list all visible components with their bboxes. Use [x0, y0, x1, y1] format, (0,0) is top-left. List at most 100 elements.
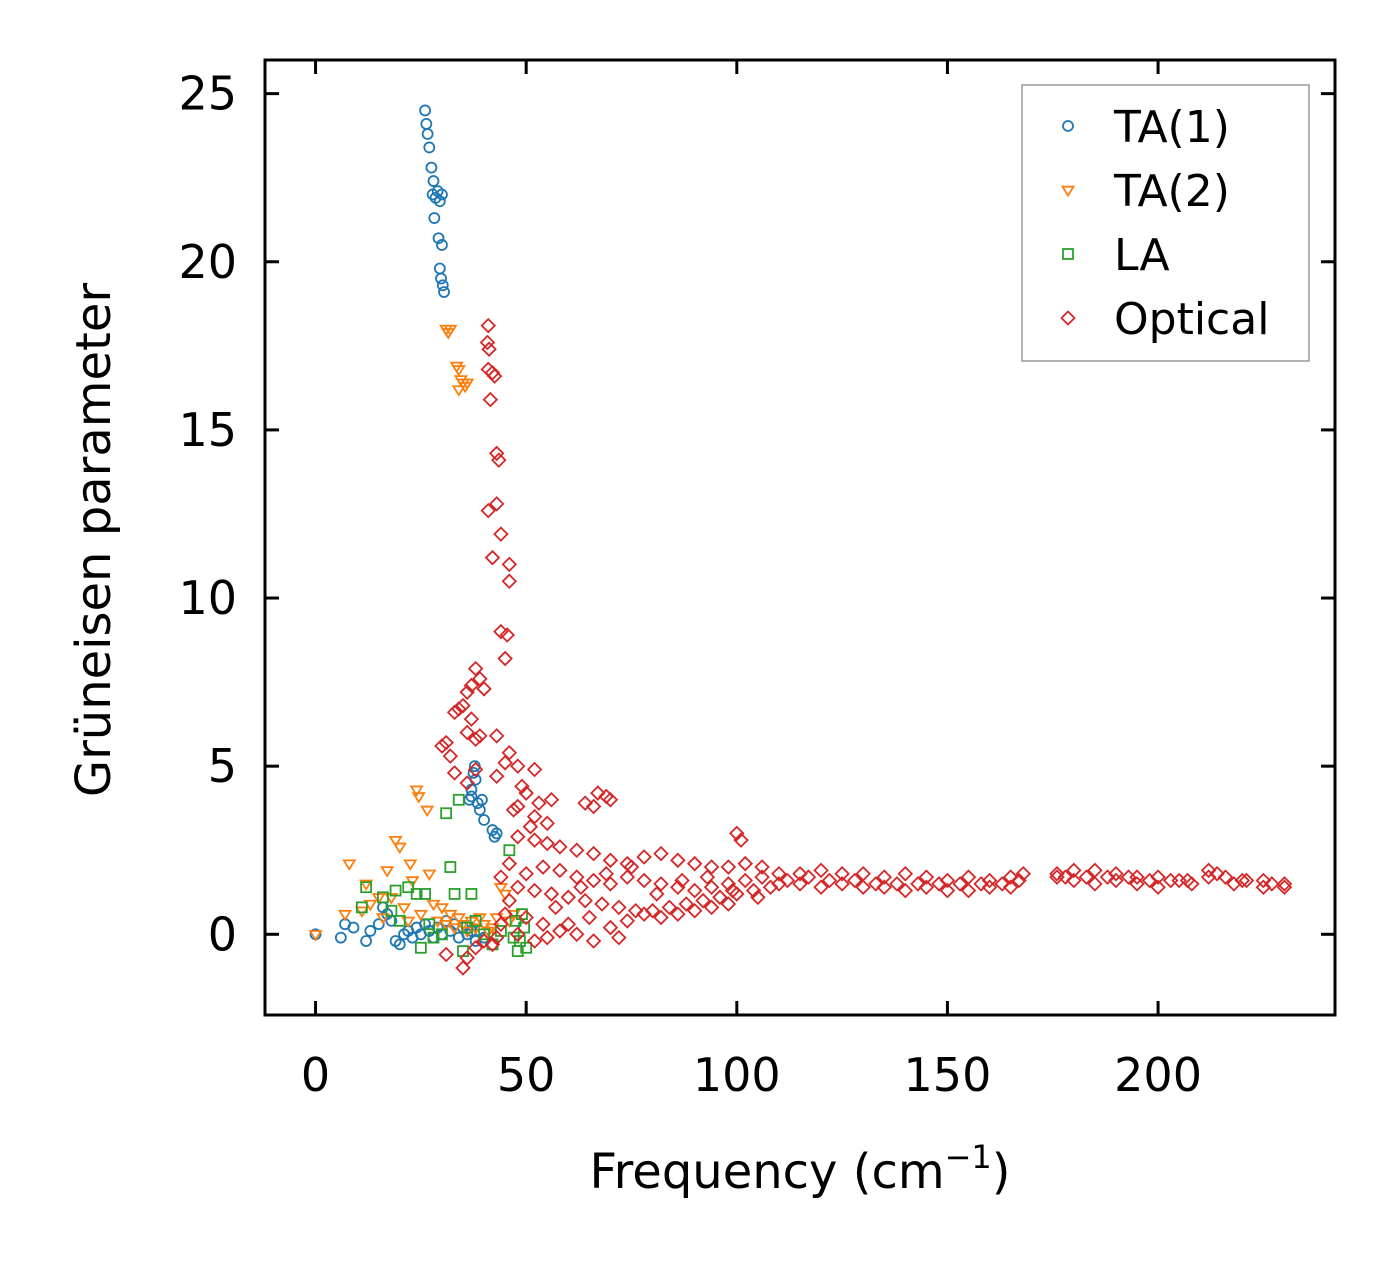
data-point — [459, 724, 475, 741]
data-point — [1179, 872, 1196, 889]
data-point — [451, 365, 466, 377]
data-point — [472, 913, 487, 925]
data-point — [436, 928, 448, 941]
data-point — [436, 279, 449, 292]
y-tick-label: 15 — [178, 403, 237, 457]
data-point — [448, 888, 461, 900]
data-point — [619, 869, 636, 885]
data-point — [552, 862, 568, 879]
data-point — [1015, 865, 1032, 882]
data-point — [590, 785, 606, 801]
data-point — [446, 704, 463, 721]
data-point — [388, 835, 403, 848]
data-point — [434, 738, 450, 754]
data-point — [619, 913, 636, 929]
data-point — [889, 876, 905, 892]
legend-marker — [1060, 310, 1076, 326]
data-point — [419, 104, 431, 117]
data-point — [334, 931, 347, 944]
data-point — [636, 872, 652, 889]
x-tick-labels: 0 50 100 150 200 — [301, 1048, 1202, 1102]
data-point — [469, 914, 482, 927]
data-point — [452, 793, 465, 806]
data-point — [514, 778, 530, 795]
legend-label: LA — [1114, 230, 1170, 281]
data-point — [372, 918, 385, 931]
x-axis-label-main: Frequency (cm — [589, 1144, 944, 1200]
data-point — [568, 926, 585, 943]
legend-label: Optical — [1114, 294, 1269, 345]
data-point — [480, 361, 497, 378]
data-point — [447, 923, 462, 935]
data-point — [720, 859, 737, 875]
data-point — [488, 496, 505, 512]
data-point — [876, 869, 893, 885]
data-point — [380, 866, 395, 878]
data-point — [1238, 872, 1255, 889]
data-point — [393, 914, 406, 927]
data-point — [476, 933, 492, 949]
data-point — [1129, 876, 1145, 892]
data-point — [497, 755, 513, 771]
data-point — [501, 573, 518, 589]
data-point — [897, 865, 914, 882]
legend-label: TA(2) — [1113, 166, 1230, 217]
data-point — [442, 748, 459, 764]
data-point — [568, 869, 585, 885]
data-point — [627, 902, 644, 919]
data-point — [939, 882, 956, 899]
data-point — [463, 677, 480, 694]
data-point — [729, 825, 745, 842]
data-point — [472, 728, 488, 744]
data-point — [720, 876, 737, 892]
data-point — [481, 341, 497, 357]
data-point — [444, 861, 457, 873]
data-point — [480, 502, 497, 519]
data-point — [931, 876, 947, 892]
data-point — [695, 892, 711, 909]
data-point — [648, 886, 665, 902]
legend-marker — [1060, 185, 1076, 198]
data-point — [493, 916, 509, 932]
data-point — [451, 913, 466, 925]
data-point — [724, 882, 741, 899]
data-point — [737, 872, 754, 889]
data-point — [674, 872, 690, 889]
legend-label: TA(1) — [1113, 102, 1230, 153]
data-point — [868, 876, 884, 892]
data-point — [602, 876, 619, 892]
data-point — [670, 852, 686, 869]
x-axis-label-close: ) — [992, 1144, 1011, 1200]
y-tick-labels: 0 5 10 15 20 25 — [178, 67, 237, 962]
data-point — [531, 795, 547, 811]
data-point — [419, 888, 431, 900]
data-point — [402, 881, 415, 894]
data-point — [526, 882, 543, 899]
data-point — [393, 938, 406, 951]
data-point — [461, 921, 474, 934]
data-point — [364, 925, 377, 937]
data-point — [981, 872, 998, 889]
y-tick-label: 0 — [208, 907, 237, 961]
data-point — [509, 926, 526, 943]
data-point — [653, 845, 669, 862]
data-point — [518, 909, 534, 926]
legend-entry: Optical — [1060, 294, 1269, 345]
y-axis-label: Grüneisen parameter — [66, 283, 122, 798]
data-point — [459, 950, 475, 966]
data-point — [434, 903, 450, 915]
data-point — [411, 792, 426, 804]
data-point — [455, 920, 471, 932]
data-point — [670, 906, 686, 922]
data-point — [375, 913, 391, 925]
data-point — [939, 872, 956, 889]
data-point — [1255, 872, 1272, 889]
data-point — [385, 904, 398, 917]
data-point — [438, 286, 450, 298]
data-point — [1078, 869, 1095, 885]
data-point — [308, 930, 323, 942]
x-tick-label: 50 — [497, 1048, 556, 1102]
data-point — [455, 960, 471, 976]
data-point — [403, 859, 418, 871]
data-point — [703, 859, 720, 875]
